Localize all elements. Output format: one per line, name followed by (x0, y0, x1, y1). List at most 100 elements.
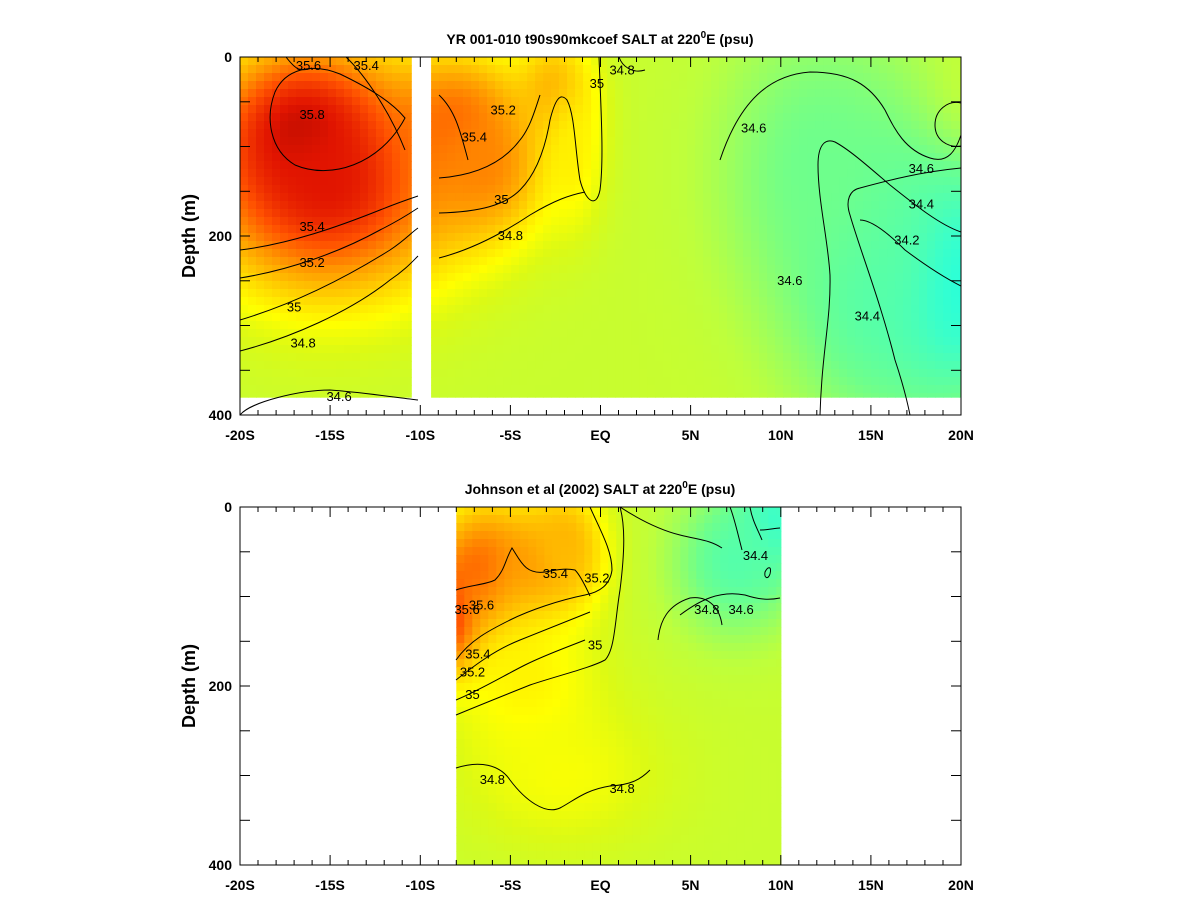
field-cell (775, 321, 784, 330)
field-cell (584, 827, 593, 836)
field-cell (312, 233, 321, 242)
field-cell (767, 281, 776, 290)
contour-label: 35 (590, 76, 604, 91)
field-cell (687, 65, 696, 74)
field-cell (935, 129, 944, 138)
field-cell (623, 121, 632, 130)
field-cell (655, 377, 664, 386)
field-cell (264, 233, 273, 242)
field-cell (639, 73, 648, 82)
field-cell (823, 305, 832, 314)
field-cell (296, 241, 305, 250)
field-cell (775, 369, 784, 378)
field-cell (711, 289, 720, 298)
field-cell (568, 851, 577, 860)
field-cell (895, 377, 904, 386)
field-cell (639, 113, 648, 122)
field-cell (528, 635, 537, 644)
field-cell (671, 217, 680, 226)
field-cell (455, 113, 464, 122)
field-cell (464, 611, 473, 620)
field-cell (336, 321, 345, 330)
field-cell (624, 635, 633, 644)
field-cell (488, 627, 497, 636)
field-cell (280, 305, 289, 314)
field-cell (568, 795, 577, 804)
field-cell (487, 345, 496, 354)
field-cell (456, 691, 465, 700)
field-cell (863, 273, 872, 282)
field-cell (783, 209, 792, 218)
field-cell (504, 651, 513, 660)
field-cell (767, 209, 776, 218)
field-cell (439, 329, 448, 338)
field-cell (560, 675, 569, 684)
field-cell (575, 193, 584, 202)
field-cell (592, 555, 601, 564)
field-cell (839, 353, 848, 362)
field-cell (943, 337, 952, 346)
field-cell (456, 755, 465, 764)
field-cell (535, 201, 544, 210)
field-cell (799, 129, 808, 138)
field-cell (647, 249, 656, 258)
field-cell (719, 289, 728, 298)
field-cell (583, 321, 592, 330)
field-cell (471, 89, 480, 98)
field-cell (312, 297, 321, 306)
field-cell (288, 353, 297, 362)
field-cell (743, 129, 752, 138)
field-cell (639, 281, 648, 290)
field-cell (615, 57, 624, 66)
field-cell (631, 209, 640, 218)
field-cell (887, 177, 896, 186)
field-cell (871, 313, 880, 322)
field-cell (783, 233, 792, 242)
field-cell (807, 217, 816, 226)
field-cell (480, 675, 489, 684)
field-cell (735, 345, 744, 354)
field-cell (519, 305, 528, 314)
field-cell (583, 273, 592, 282)
field-cell (639, 217, 648, 226)
field-cell (639, 257, 648, 266)
field-cell (951, 217, 960, 226)
field-cell (336, 329, 345, 338)
field-cell (847, 249, 856, 258)
field-cell (560, 555, 569, 564)
field-cell (543, 273, 552, 282)
field-cell (488, 531, 497, 540)
field-cell (935, 137, 944, 146)
field-cell (735, 377, 744, 386)
field-cell (559, 137, 568, 146)
field-cell (607, 313, 616, 322)
field-cell (608, 787, 617, 796)
field-cell (568, 507, 577, 516)
field-cell (831, 153, 840, 162)
field-cell (695, 201, 704, 210)
contour-label: 34.6 (909, 161, 934, 176)
field-cell (248, 329, 257, 338)
field-cell (735, 89, 744, 98)
field-cell (527, 353, 536, 362)
field-cell (551, 97, 560, 106)
field-cell (328, 153, 337, 162)
field-cell (847, 113, 856, 122)
field-cell (328, 289, 337, 298)
field-cell (264, 89, 273, 98)
field-cell (304, 145, 313, 154)
field-cell (671, 345, 680, 354)
field-cell (376, 121, 385, 130)
field-cell (799, 145, 808, 154)
field-cell (671, 97, 680, 106)
field-cell (599, 393, 608, 398)
field-cell (632, 659, 641, 668)
field-cell (719, 377, 728, 386)
field-cell (344, 281, 353, 290)
field-cell (528, 619, 537, 628)
field-cell (384, 305, 393, 314)
field-cell (799, 361, 808, 370)
field-cell (264, 337, 273, 346)
field-cell (671, 305, 680, 314)
field-cell (823, 153, 832, 162)
